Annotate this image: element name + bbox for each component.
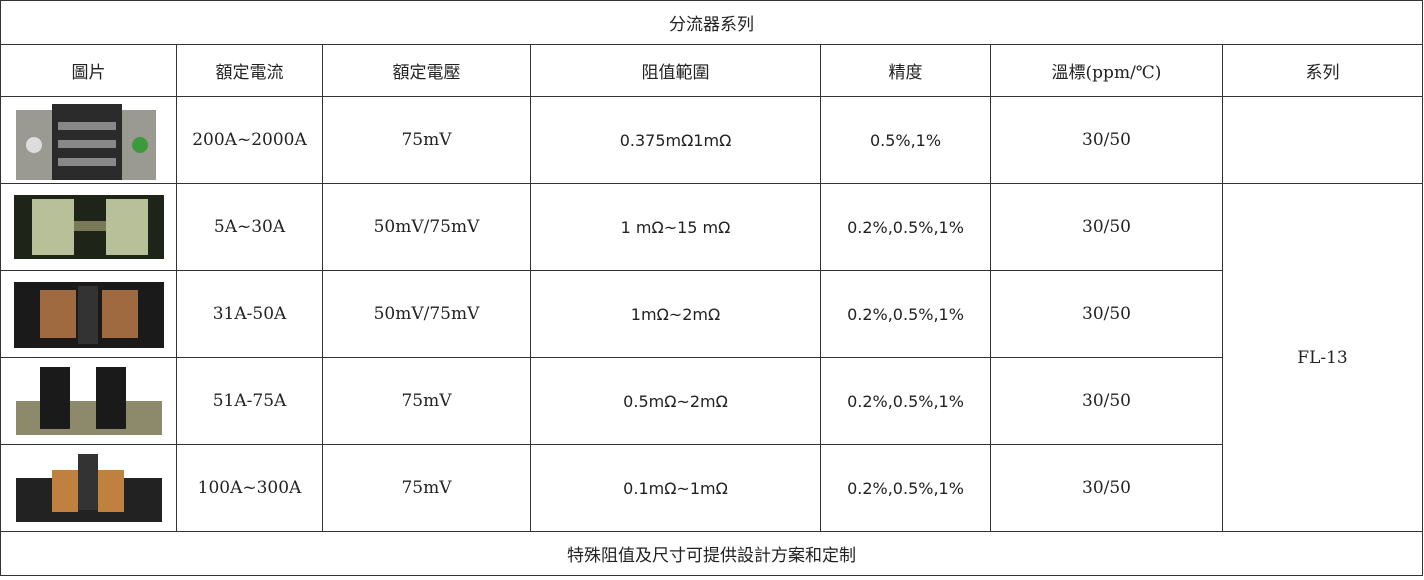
resistance-cell: 0.5mΩ~2mΩ bbox=[530, 357, 821, 445]
current-cell: 5A~30A bbox=[176, 183, 323, 271]
voltage-cell: 75mV bbox=[322, 357, 531, 445]
data-row: 100A~300A 75mV 0.1mΩ~1mΩ 0.2%,0.5%,1% 30/50 bbox=[0, 444, 1423, 532]
resistance-cell: 0.375mΩ1mΩ bbox=[530, 96, 821, 184]
tempco-cell: 30/50 bbox=[990, 183, 1223, 271]
resistance-cell: 0.1mΩ~1mΩ bbox=[530, 444, 821, 532]
photo-cell bbox=[0, 96, 177, 184]
current-cell: 51A-75A bbox=[176, 357, 323, 445]
data-row: 31A-50A 50mV/75mV 1mΩ~2mΩ 0.2%,0.5%,1% 30/50 bbox=[0, 270, 1423, 358]
tempco-cell: 30/50 bbox=[990, 270, 1223, 358]
table-title: 分流器系列 bbox=[0, 0, 1424, 45]
header-cell: 額定電壓 bbox=[322, 44, 531, 97]
photo-cell bbox=[0, 444, 177, 532]
header-cell: 阻值範圍 bbox=[530, 44, 821, 97]
current-cell: 31A-50A bbox=[176, 270, 323, 358]
current-cell: 200A~2000A bbox=[176, 96, 323, 184]
tempco-cell: 30/50 bbox=[990, 444, 1223, 532]
product-photo bbox=[15, 367, 162, 435]
header-cell: 圖片 bbox=[0, 44, 177, 97]
voltage-cell: 50mV/75mV bbox=[322, 183, 531, 271]
resistance-cell: 1mΩ~2mΩ bbox=[530, 270, 821, 358]
product-photo bbox=[15, 454, 162, 522]
precision-cell: 0.2%,0.5%,1% bbox=[820, 357, 991, 445]
header-cell: 精度 bbox=[820, 44, 991, 97]
voltage-cell: 75mV bbox=[322, 444, 531, 532]
precision-cell: 0.5%,1% bbox=[820, 96, 991, 184]
data-row: 51A-75A 75mV 0.5mΩ~2mΩ 0.2%,0.5%,1% 30/50 bbox=[0, 357, 1423, 445]
product-photo bbox=[13, 282, 164, 348]
footer-row: 特殊阻值及尺寸可提供設計方案和定制 bbox=[0, 531, 1424, 576]
tempco-cell: 30/50 bbox=[990, 357, 1223, 445]
voltage-cell: 50mV/75mV bbox=[322, 270, 531, 358]
header-cell: 溫標(ppm/℃) bbox=[990, 44, 1223, 97]
header-row: 圖片 額定電流 額定電壓 阻值範圍 精度 溫標(ppm/℃) 系列 bbox=[0, 44, 1424, 97]
header-cell: 系列 bbox=[1221, 44, 1424, 97]
precision-cell: 0.2%,0.5%,1% bbox=[820, 270, 991, 358]
header-cell: 額定電流 bbox=[176, 44, 323, 97]
resistance-cell: 1 mΩ~15 mΩ bbox=[530, 183, 821, 271]
tempco-cell: 30/50 bbox=[990, 96, 1223, 184]
current-cell: 100A~300A bbox=[176, 444, 323, 532]
data-row: 200A~2000A 75mV 0.375mΩ1mΩ 0.5%,1% 30/50 bbox=[0, 96, 1424, 184]
title-row: 分流器系列 bbox=[0, 0, 1424, 45]
product-photo bbox=[13, 195, 164, 259]
photo-cell bbox=[0, 270, 177, 358]
data-row: 5A~30A 50mV/75mV 1 mΩ~15 mΩ 0.2%,0.5%,1% 30/… bbox=[0, 183, 1424, 532]
photo-cell bbox=[0, 357, 177, 445]
voltage-cell: 75mV bbox=[322, 96, 531, 184]
series-cell bbox=[1221, 96, 1424, 184]
precision-cell: 0.2%,0.5%,1% bbox=[820, 444, 991, 532]
footer-note: 特殊阻值及尺寸可提供設計方案和定制 bbox=[0, 531, 1424, 576]
precision-cell: 0.2%,0.5%,1% bbox=[820, 183, 991, 271]
photo-cell bbox=[0, 183, 177, 271]
product-photo bbox=[15, 104, 156, 180]
series-cell: FL-13 bbox=[1221, 183, 1424, 532]
